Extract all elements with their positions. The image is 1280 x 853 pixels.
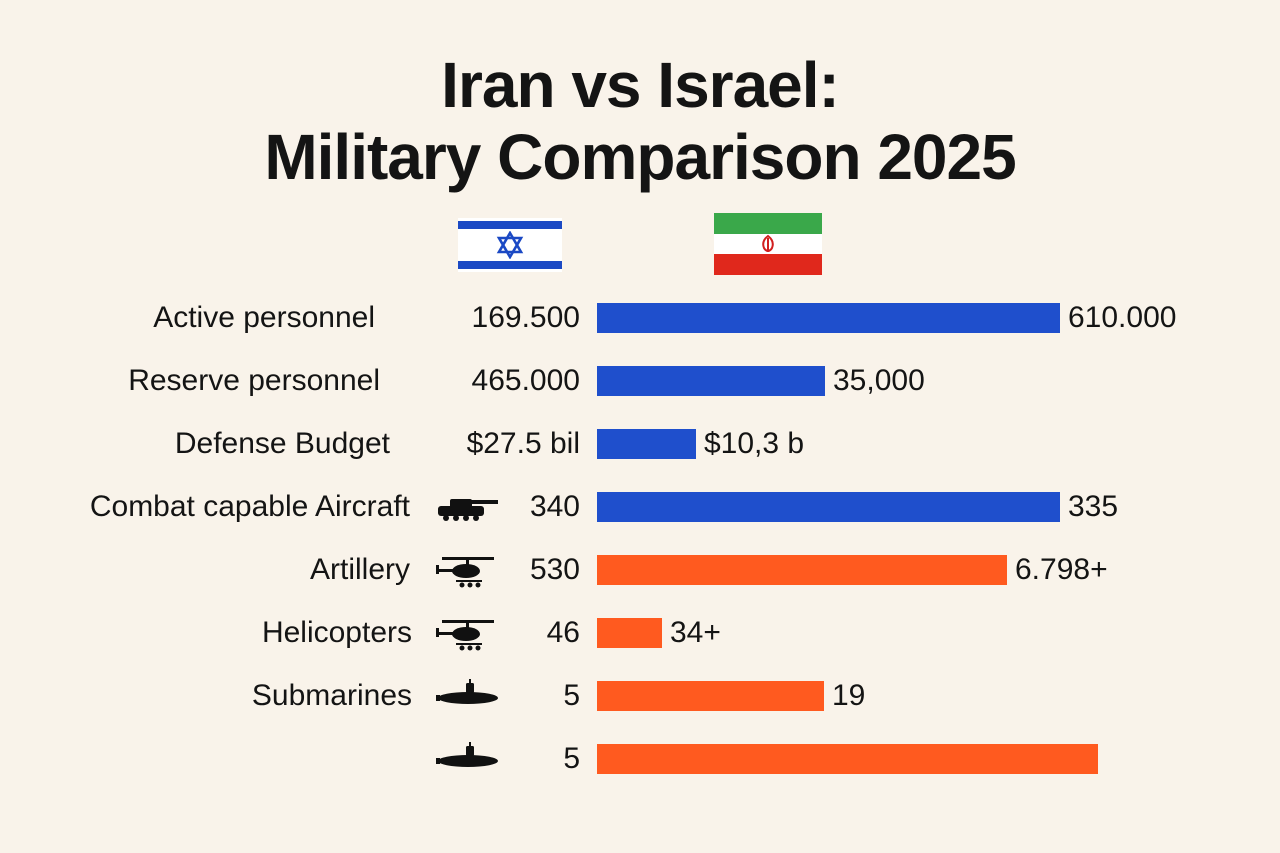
iran-bar [597, 744, 1098, 774]
iran-bar [597, 555, 1007, 585]
iran-bar [597, 492, 1060, 522]
category-label: Defense Budget [174, 427, 390, 460]
israel-flag-icon [458, 218, 562, 272]
tank-icon [436, 490, 500, 522]
chart-title-line-1: Iran vs Israel: [441, 49, 840, 121]
iran-value-label: 19 [832, 679, 866, 712]
iran-value-label: 34+ [670, 616, 721, 649]
iran-value-label: $10,3 b [704, 427, 805, 460]
helicopter-icon [436, 616, 500, 652]
iran-bar [597, 618, 662, 648]
iran-bar [597, 303, 1060, 333]
submarine-icon [436, 742, 500, 772]
israel-value-label: 340 [529, 490, 580, 523]
israel-value-label: 5 [563, 742, 580, 775]
helicopter-icon [436, 553, 500, 589]
iran-bar [597, 681, 824, 711]
iran-value-label: 35,000 [833, 364, 925, 397]
chart-title-line-2: Military Comparison 2025 [264, 121, 1016, 193]
category-label: Artillery [309, 553, 410, 586]
israel-value-label: 46 [546, 616, 580, 649]
iran-flag-icon [714, 213, 822, 275]
israel-value-label: 530 [529, 553, 580, 586]
israel-value-label: 169.500 [471, 301, 580, 334]
iran-value-label: 6.798+ [1015, 553, 1108, 586]
category-label: Submarines [251, 679, 412, 712]
category-label: Helicopters [261, 616, 412, 649]
israel-value-label: $27.5 bil [466, 427, 580, 460]
category-label: Combat capable Aircraft [89, 490, 410, 523]
israel-value-label: 5 [563, 679, 580, 712]
iran-value-label: 610.000 [1068, 301, 1177, 334]
iran-bar [597, 429, 696, 459]
submarine-icon [436, 679, 500, 709]
category-label: Reserve personnel [128, 364, 380, 397]
israel-value-label: 465.000 [471, 364, 580, 397]
iran-value-label: 335 [1068, 490, 1119, 523]
iran-bar [597, 366, 825, 396]
category-label: Active personnel [153, 301, 375, 334]
